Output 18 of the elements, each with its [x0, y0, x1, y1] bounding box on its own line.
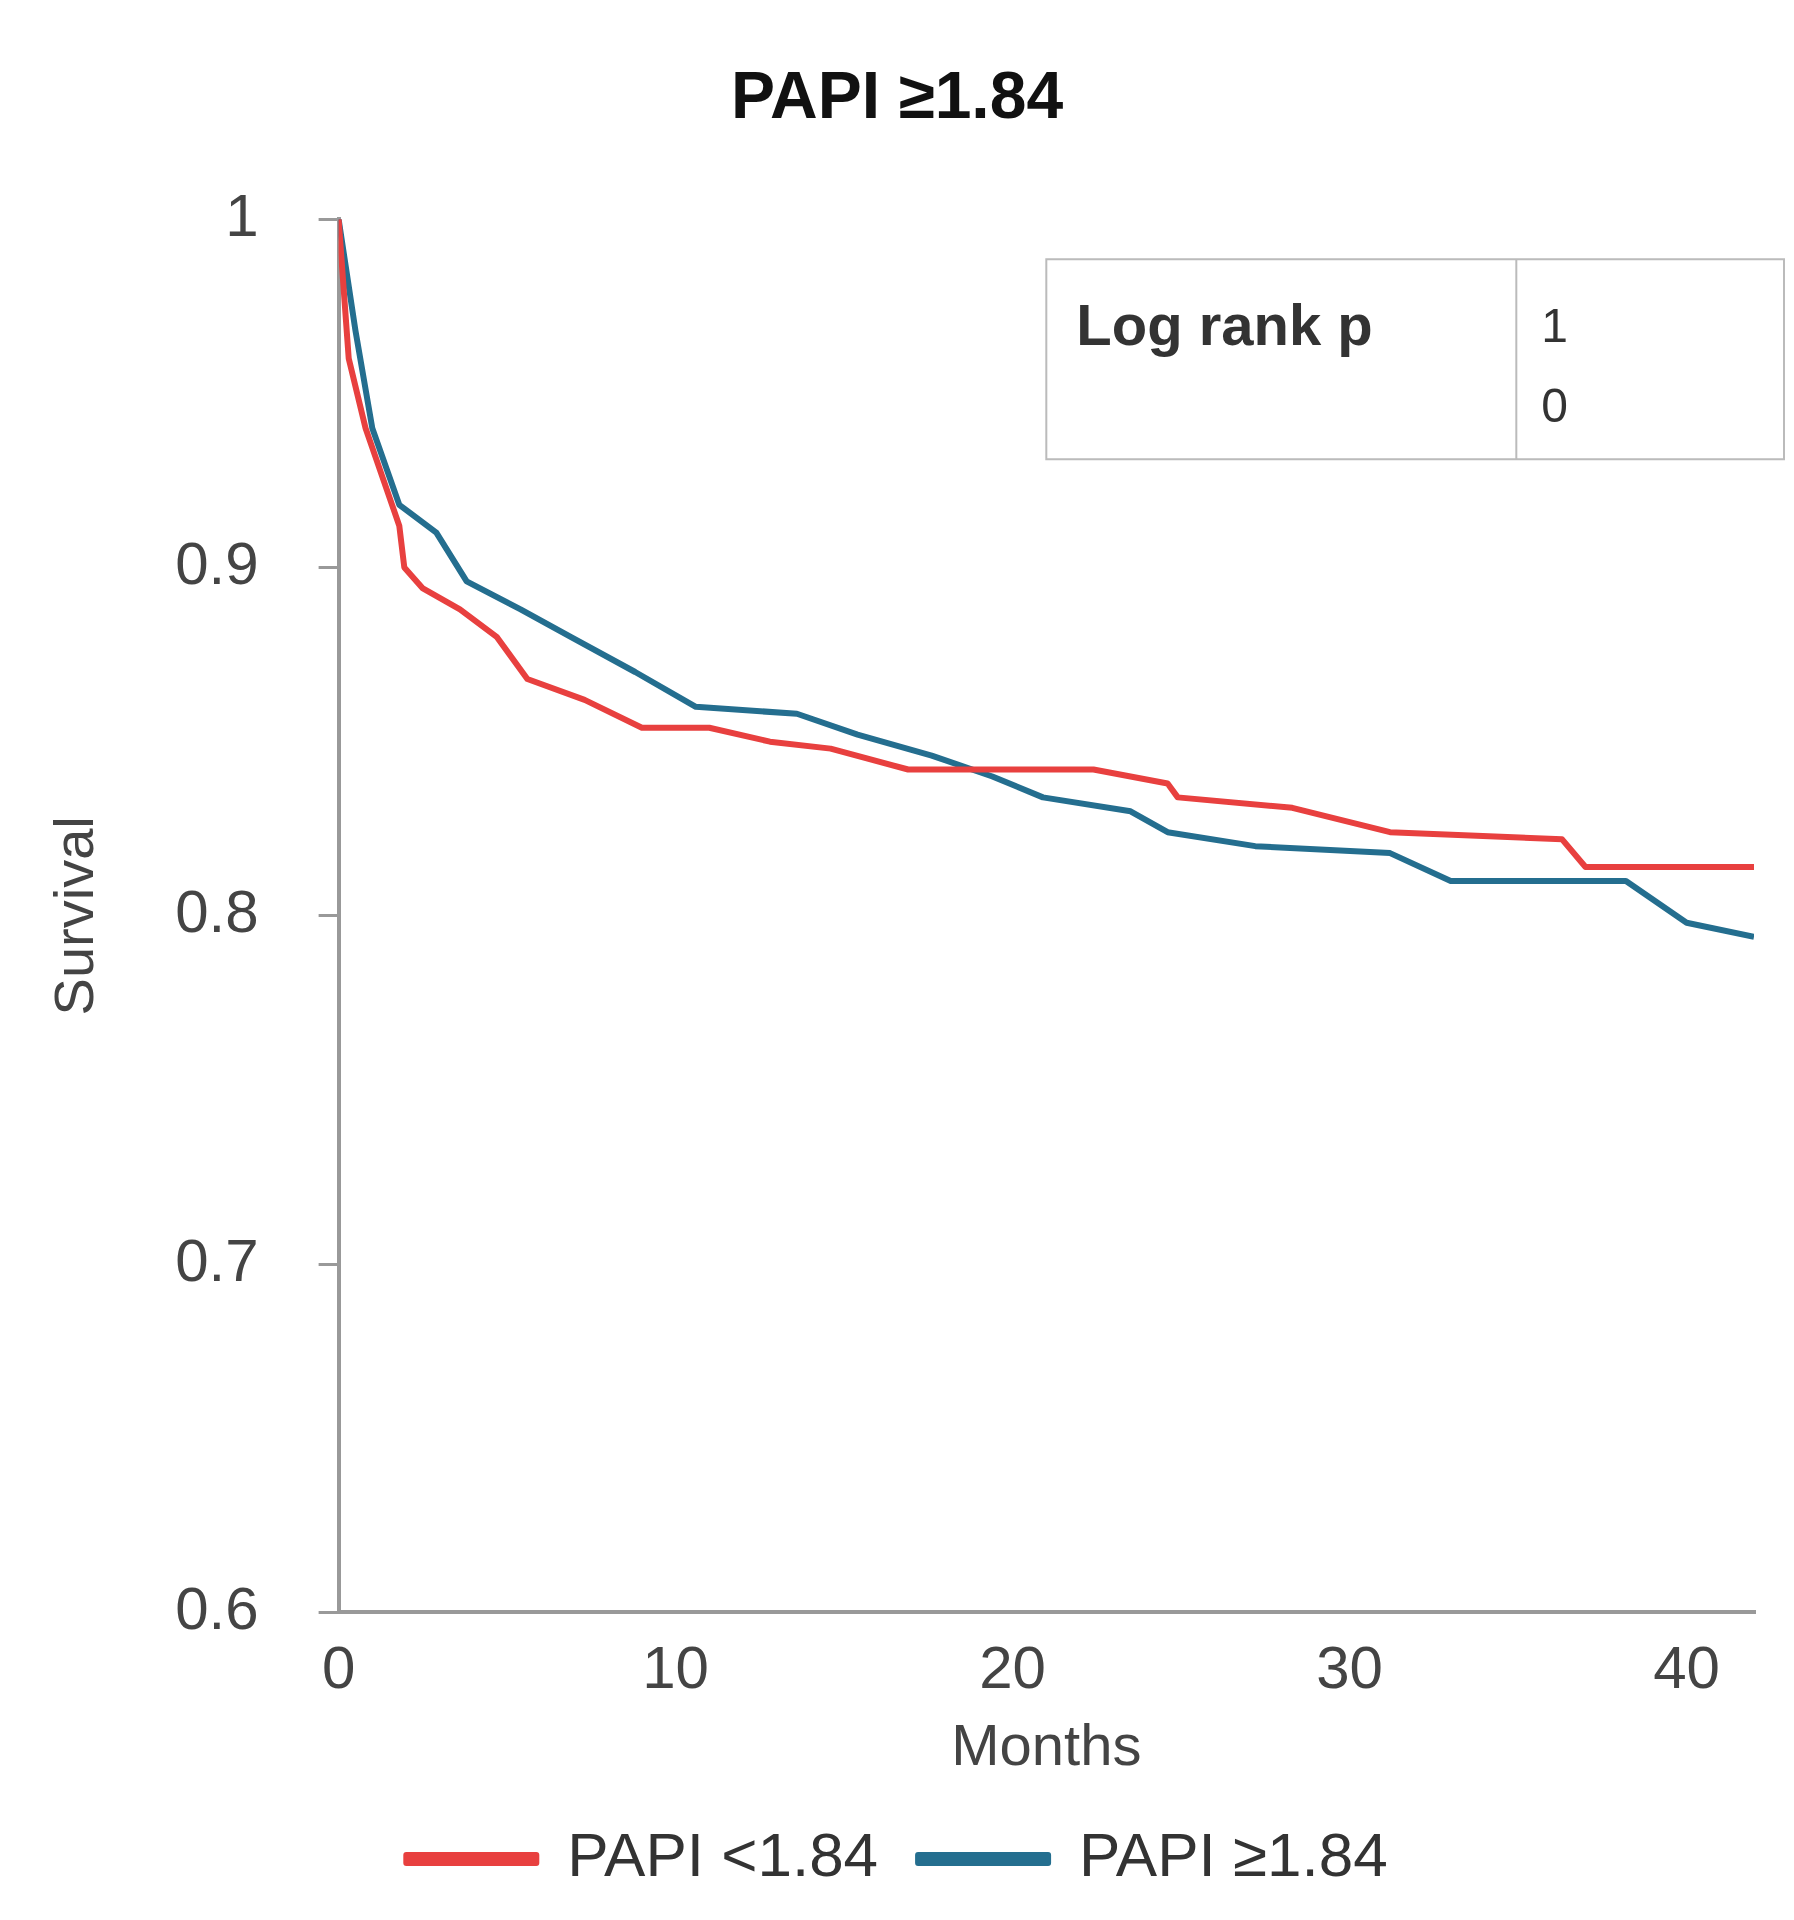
annotation: Log rank p — [1076, 292, 1373, 358]
annotation: 0 — [1541, 379, 1569, 433]
y-tick-label: 0.9 — [175, 530, 259, 598]
legend-label: PAPI ≥1.84 — [1079, 1820, 1388, 1890]
x-tick-label: 20 — [979, 1633, 1046, 1701]
x-tick-label: 30 — [1316, 1633, 1383, 1701]
y-tick-label: 0.7 — [175, 1226, 259, 1294]
x-tick-label: 0 — [321, 1633, 356, 1701]
chart-title: PAPI ≥1.84 — [730, 57, 1064, 132]
annotation: 1 — [1541, 299, 1569, 353]
y-tick-label: 1 — [225, 181, 259, 249]
y-axis-title: Survival — [42, 816, 106, 1016]
legend-label: PAPI <1.84 — [567, 1820, 879, 1890]
y-tick-label: 0.6 — [175, 1574, 259, 1642]
x-tick-label: 40 — [1653, 1633, 1720, 1701]
x-tick-label: 10 — [642, 1633, 709, 1701]
y-tick-label: 0.8 — [175, 878, 259, 946]
x-axis-title: Months — [951, 1712, 1142, 1778]
